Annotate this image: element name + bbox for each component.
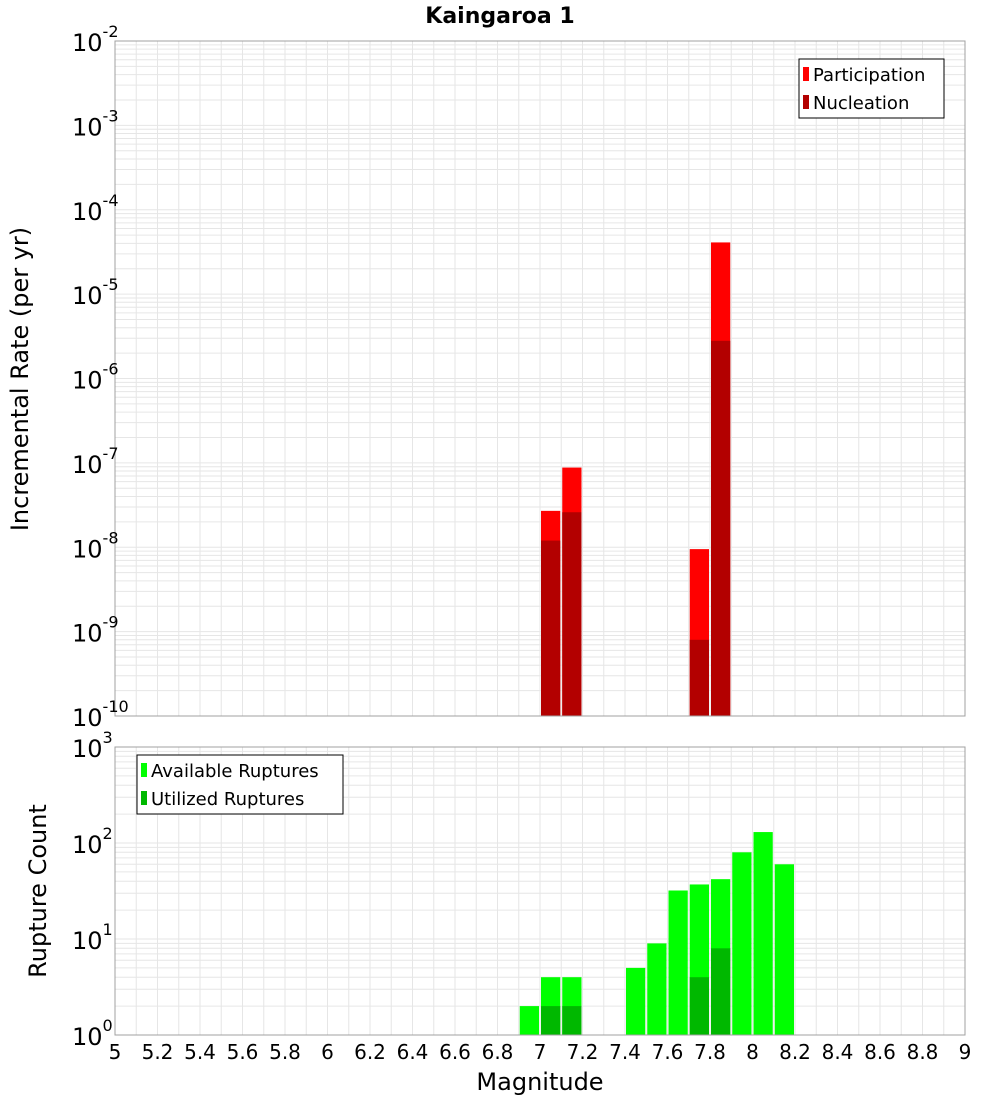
count-bar [668,890,688,1035]
count-bar [519,1006,539,1035]
x-tick-label: 8.6 [864,1040,896,1064]
rate-y-tick-label: 10-2 [72,22,119,57]
rate-legend-swatch [803,95,809,109]
rate-plot: 10-10 10-9 10-8 10-7 10-6 10-5 10-4 10-3 10-2 Inc… [6,22,966,732]
rate-y-tick-label: 10-3 [72,106,119,141]
rate-y-tick-label: 10-8 [72,528,119,563]
rate-grid [114,41,966,717]
x-tick-label: 7 [534,1040,547,1064]
rate-y-tick-label: 10-7 [72,444,119,479]
count-y-axis-label: Rupture Count [24,804,52,978]
rate-y-tick-label: 10-10 [72,697,129,732]
rate-legend-label: Nucleation [813,93,909,114]
x-tick-label: 7.6 [652,1040,684,1064]
count-bar [732,852,752,1035]
rate-frame [114,40,966,717]
count-bar [774,864,794,1035]
count-y-tick-label: 100 [72,1016,113,1051]
count-frame [114,746,966,1036]
count-bar [562,1006,582,1035]
rate-y-axis-label: Incremental Rate (per yr) [6,227,34,531]
count-legend-label: Utilized Ruptures [151,789,304,810]
chart-title: Kaingaroa 1 [425,4,574,29]
count-plot: 100 101 102 103 Rupture Count Available Ruptu… [24,728,966,1051]
x-axis-label: Magnitude [476,1068,603,1096]
rate-legend: Participation Nucleation [798,58,945,119]
count-y-tick-label: 102 [72,824,113,859]
x-tick-label: 6.8 [482,1040,514,1064]
x-tick-label: 6.4 [397,1040,429,1064]
count-bar [626,967,646,1035]
rate-series-1 [541,340,731,716]
count-y-tick-label: 101 [72,920,113,955]
rate-legend-label: Participation [813,65,925,86]
count-series-1 [541,948,731,1035]
rate-bar [689,639,709,716]
count-bar [689,977,709,1035]
rate-bar [711,340,731,716]
x-tick-label: 6.2 [354,1040,386,1064]
count-y-tick-label: 103 [72,728,113,763]
x-tick-label: 5.6 [227,1040,259,1064]
x-tick-label: 5.8 [269,1040,301,1064]
x-tick-label: 8.2 [779,1040,811,1064]
rate-bar [562,512,582,716]
x-tick-label: 7.8 [694,1040,726,1064]
rate-y-tick-label: 10-6 [72,360,119,395]
x-tick-label: 8.8 [907,1040,939,1064]
rate-legend-swatch [803,67,809,81]
x-axis: 5 5.2 5.4 5.6 5.8 6 6.2 6.4 6.6 6.8 7 7.2 7.4 7.6 7.8 8… [109,1040,972,1064]
x-tick-label: 5.2 [142,1040,174,1064]
rate-y-tick-label: 10-9 [72,613,119,648]
count-legend-swatch [141,791,147,805]
count-legend-label: Available Ruptures [151,761,319,782]
count-bar [541,1006,561,1035]
x-tick-label: 5 [109,1040,122,1064]
rate-y-tick-label: 10-4 [72,191,119,226]
x-tick-label: 7.4 [609,1040,641,1064]
x-tick-label: 6.6 [439,1040,471,1064]
count-legend: Available Ruptures Utilized Ruptures [136,754,344,815]
x-tick-label: 8 [746,1040,759,1064]
count-bar [753,832,773,1035]
rate-y-tick-label: 10-5 [72,275,119,310]
x-tick-label: 7.2 [567,1040,599,1064]
rate-bar [541,540,561,716]
x-tick-label: 5.4 [184,1040,216,1064]
x-tick-label: 8.4 [822,1040,854,1064]
x-tick-label: 6 [321,1040,334,1064]
x-tick-label: 9 [959,1040,972,1064]
count-legend-swatch [141,763,147,777]
count-bar [647,943,667,1035]
count-bar [711,948,731,1035]
